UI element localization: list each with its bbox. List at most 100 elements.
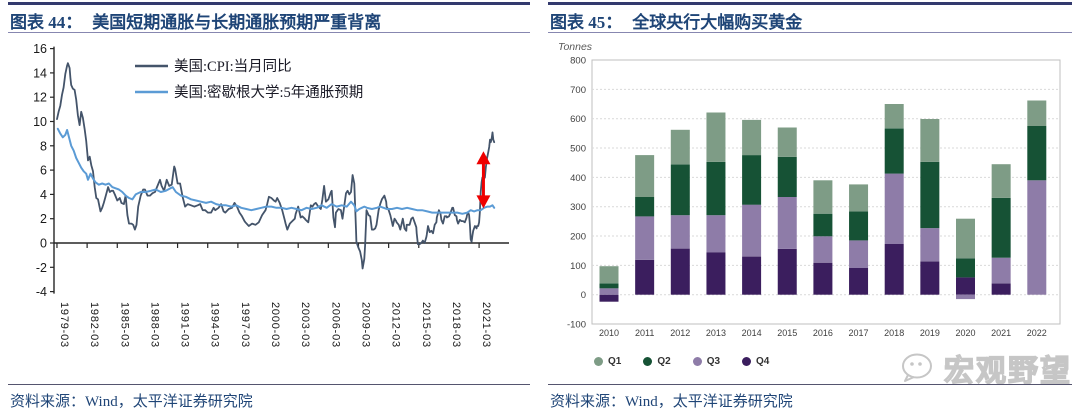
wechat-chat-bubble-icon bbox=[902, 353, 932, 382]
y-tick-label: 0 bbox=[581, 290, 586, 301]
bar-segment-q3 bbox=[813, 236, 833, 263]
x-tick-label: 2018-03 bbox=[450, 302, 462, 348]
legend-dot bbox=[643, 357, 653, 366]
y-tick-label: 800 bbox=[570, 56, 586, 67]
bar-segment-q4 bbox=[991, 283, 1011, 295]
legend-label: Q3 bbox=[706, 356, 721, 367]
x-tick-label: 1994-03 bbox=[209, 302, 221, 348]
x-category-label: 2018 bbox=[884, 328, 904, 338]
bar-segment-q3 bbox=[884, 173, 904, 244]
bar-segment-q4 bbox=[920, 261, 940, 295]
bar-segment-q2 bbox=[706, 161, 726, 216]
bar-segment-q2 bbox=[813, 213, 833, 237]
title-underline bbox=[548, 32, 1072, 33]
bar-segment-q2 bbox=[742, 155, 762, 205]
y-tick-label: -4 bbox=[36, 285, 47, 299]
x-tick-label: 2012-03 bbox=[390, 302, 402, 348]
x-tick-label: 1991-03 bbox=[179, 302, 191, 348]
x-tick-label: 1979-03 bbox=[58, 302, 70, 348]
y-tick-label: 400 bbox=[570, 173, 586, 184]
unit-label: Tonnes bbox=[558, 41, 593, 53]
bar-segment-q3 bbox=[777, 197, 797, 249]
bar-segment-q3 bbox=[1027, 180, 1047, 295]
chart-45-title: 图表 45： 全球央行大幅购买黄金 bbox=[550, 8, 802, 33]
bar-segment-q4 bbox=[742, 256, 762, 295]
y-tick-label: 4 bbox=[40, 188, 47, 202]
y-tick-label: 12 bbox=[33, 91, 47, 105]
bar-segment-q3 bbox=[991, 257, 1011, 284]
bar-segment-q1 bbox=[742, 119, 762, 156]
x-tick-label: 1997-03 bbox=[239, 302, 251, 348]
bar-segment-q3 bbox=[742, 204, 762, 257]
y-tick-label: 500 bbox=[570, 144, 586, 155]
x-category-label: 2020 bbox=[955, 328, 975, 338]
x-tick-label: 2000-03 bbox=[269, 302, 281, 348]
bar-segment-q1 bbox=[1027, 100, 1047, 126]
bar-segment-q1 bbox=[813, 180, 833, 214]
bar-segment-q2 bbox=[849, 211, 869, 241]
x-category-label: 2013 bbox=[706, 328, 726, 338]
panel-top-rule bbox=[8, 2, 530, 5]
bar-segment-q2 bbox=[777, 156, 797, 197]
bar-segment-q4 bbox=[884, 244, 904, 295]
x-tick-label: 2003-03 bbox=[299, 302, 311, 348]
bar-segment-q2 bbox=[670, 164, 690, 216]
bar-segment-q3 bbox=[706, 215, 726, 253]
legend-item-q4: Q4 bbox=[742, 356, 769, 367]
bar-segment-q1 bbox=[635, 155, 655, 197]
panel-top-rule bbox=[548, 2, 1072, 5]
x-category-label: 2017 bbox=[849, 328, 869, 338]
figure-number: 图表 45： bbox=[550, 13, 623, 32]
x-tick-label: 2015-03 bbox=[420, 302, 432, 348]
x-category-label: 2016 bbox=[813, 328, 833, 338]
x-category-label: 2021 bbox=[991, 328, 1011, 338]
bar-segment-q1 bbox=[670, 129, 690, 165]
y-tick-label: 6 bbox=[40, 164, 47, 178]
bar-segment-q3 bbox=[635, 216, 655, 260]
x-category-label: 2019 bbox=[920, 328, 940, 338]
y-tick-label: 2 bbox=[40, 212, 47, 226]
watermark-text: 宏观野望 bbox=[943, 354, 1072, 388]
series-line bbox=[56, 62, 496, 270]
plot-frame bbox=[591, 59, 1061, 325]
y-tick-label: -100 bbox=[567, 320, 586, 331]
figure-title: 全球央行大幅购买黄金 bbox=[632, 13, 803, 32]
bar-segment-q4 bbox=[706, 252, 726, 295]
divergence-arrow-head-bottom bbox=[476, 195, 491, 209]
legend-dot bbox=[594, 357, 603, 366]
legend-item-q2: Q2 bbox=[643, 356, 671, 367]
bar-segment-q3 bbox=[920, 228, 940, 262]
bar-segment-q4 bbox=[813, 262, 833, 295]
y-tick-label: 16 bbox=[33, 42, 47, 56]
source-divider bbox=[8, 384, 530, 385]
bar-segment-q1 bbox=[884, 104, 904, 129]
y-tick-label: 600 bbox=[570, 114, 586, 125]
bar-segment-q2 bbox=[599, 283, 619, 289]
bar-segment-q3 bbox=[670, 215, 690, 249]
bar-segment-q1 bbox=[777, 127, 797, 157]
y-tick-label: -2 bbox=[36, 261, 47, 275]
figure-title: 美国短期通胀与长期通胀预期严重背离 bbox=[92, 13, 382, 32]
bar-segment-q2 bbox=[956, 258, 975, 278]
bar-chart-canvas: Tonnes 800 700 600 500 400 300 200 100 0 -100 2010 2… bbox=[558, 41, 1061, 338]
panel-chart-45: 图表 45： 全球央行大幅购买黄金 Tonnes 800 700 600 500 400 30… bbox=[548, 0, 1072, 417]
title-underline bbox=[8, 32, 530, 33]
y-tick-label: 14 bbox=[33, 66, 47, 80]
chart-44-title: 图表 44： 美国短期通胀与长期通胀预期严重背离 bbox=[10, 8, 381, 33]
y-tick-label: 200 bbox=[570, 232, 586, 243]
bar-segment-q2 bbox=[920, 161, 940, 229]
source-text: 资料来源：Wind，太平洋证券研究院 bbox=[10, 394, 253, 410]
x-category-label: 2014 bbox=[742, 328, 762, 338]
bar-segment-q4 bbox=[956, 277, 975, 295]
y-tick-label: 8 bbox=[40, 139, 47, 153]
bar-segment-q1 bbox=[599, 266, 619, 284]
bar-segment-q4 bbox=[849, 268, 869, 295]
x-tick-label: 1985-03 bbox=[118, 302, 130, 348]
bar-segment-q1 bbox=[920, 119, 940, 162]
bar-segment-q4 bbox=[670, 248, 690, 295]
x-category-label: 2012 bbox=[670, 328, 690, 338]
legend-dot bbox=[692, 357, 702, 366]
line-chart-canvas: 16 14 12 10 8 6 4 2 0 -2 -4 1979-03 1982-03 1985-03 19… bbox=[33, 42, 509, 348]
y-tick-label: 10 bbox=[33, 115, 47, 129]
